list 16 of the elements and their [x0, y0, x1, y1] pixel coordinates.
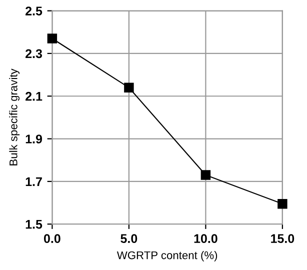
x-tick-label: 15.0 [271, 234, 294, 244]
y-tick-label: 1.5 [26, 220, 42, 229]
point [47, 34, 58, 44]
point [124, 82, 134, 92]
x-tick-label: 5.0 [120, 234, 138, 244]
y-tick-label: 2.1 [26, 92, 42, 101]
y-tick-label: 2.5 [26, 6, 42, 16]
y-axis-title: Bulk specific gravity [9, 68, 20, 166]
x-tick-label: 10.0 [194, 234, 218, 244]
x-axis-title: WGRTP content (%) [116, 251, 218, 262]
y-tick-label: 2.3 [26, 49, 42, 58]
point [278, 198, 288, 209]
y-tick-label: 1.7 [26, 177, 42, 186]
point [200, 170, 211, 180]
y-tick-label: 1.9 [26, 134, 42, 144]
x-tick-label: 0.0 [44, 234, 60, 244]
